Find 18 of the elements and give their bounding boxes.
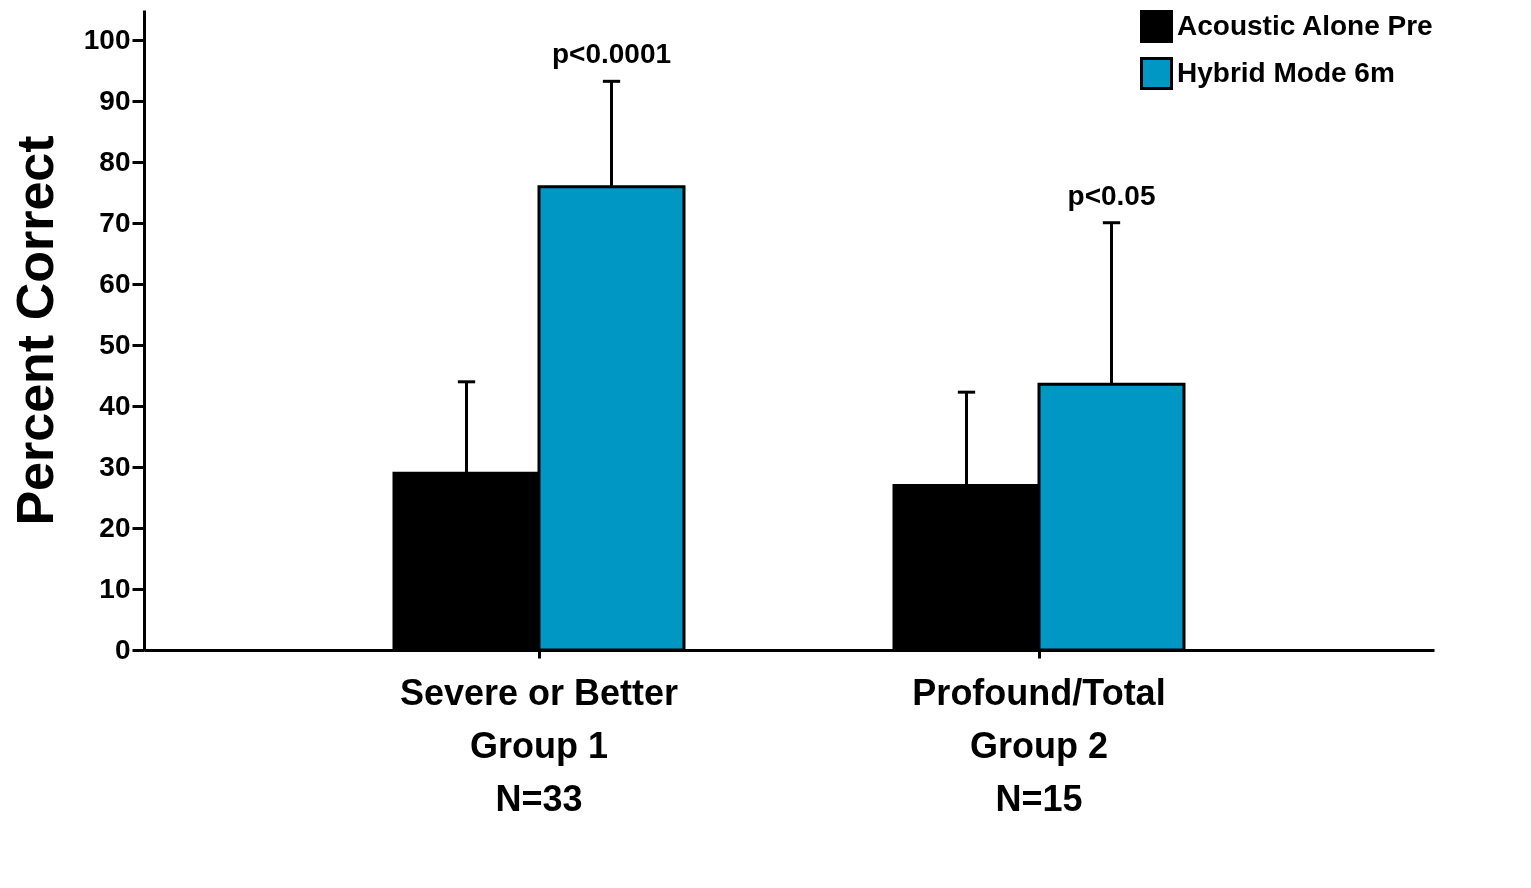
y-tick-label: 70 — [99, 206, 131, 238]
y-axis-title: Percent Correct — [5, 135, 64, 526]
y-tick-label: 10 — [99, 572, 131, 604]
y-tick-label: 50 — [99, 328, 131, 360]
y-tick-label: 80 — [99, 145, 131, 177]
y-tick-label: 20 — [99, 511, 131, 543]
y-tick-label: 40 — [99, 389, 131, 421]
x-tick-label: Severe or Better Group 1 N=33 — [399, 671, 679, 819]
y-tick-label: 60 — [99, 267, 131, 299]
x-tick-label: Profound/Total Group 2 N=15 — [912, 671, 1166, 819]
y-tick-label: 90 — [99, 84, 131, 116]
y-tick-label: 30 — [99, 450, 131, 482]
legend-label: Acoustic Alone Pre — [1177, 9, 1433, 41]
annotation: p<0.0001 — [551, 38, 672, 70]
annotation: p<0.05 — [1067, 179, 1156, 211]
y-tick-label: 0 — [114, 633, 131, 665]
legend-label: Hybrid Mode 6m — [1177, 56, 1395, 88]
y-tick-label: 100 — [83, 23, 131, 55]
